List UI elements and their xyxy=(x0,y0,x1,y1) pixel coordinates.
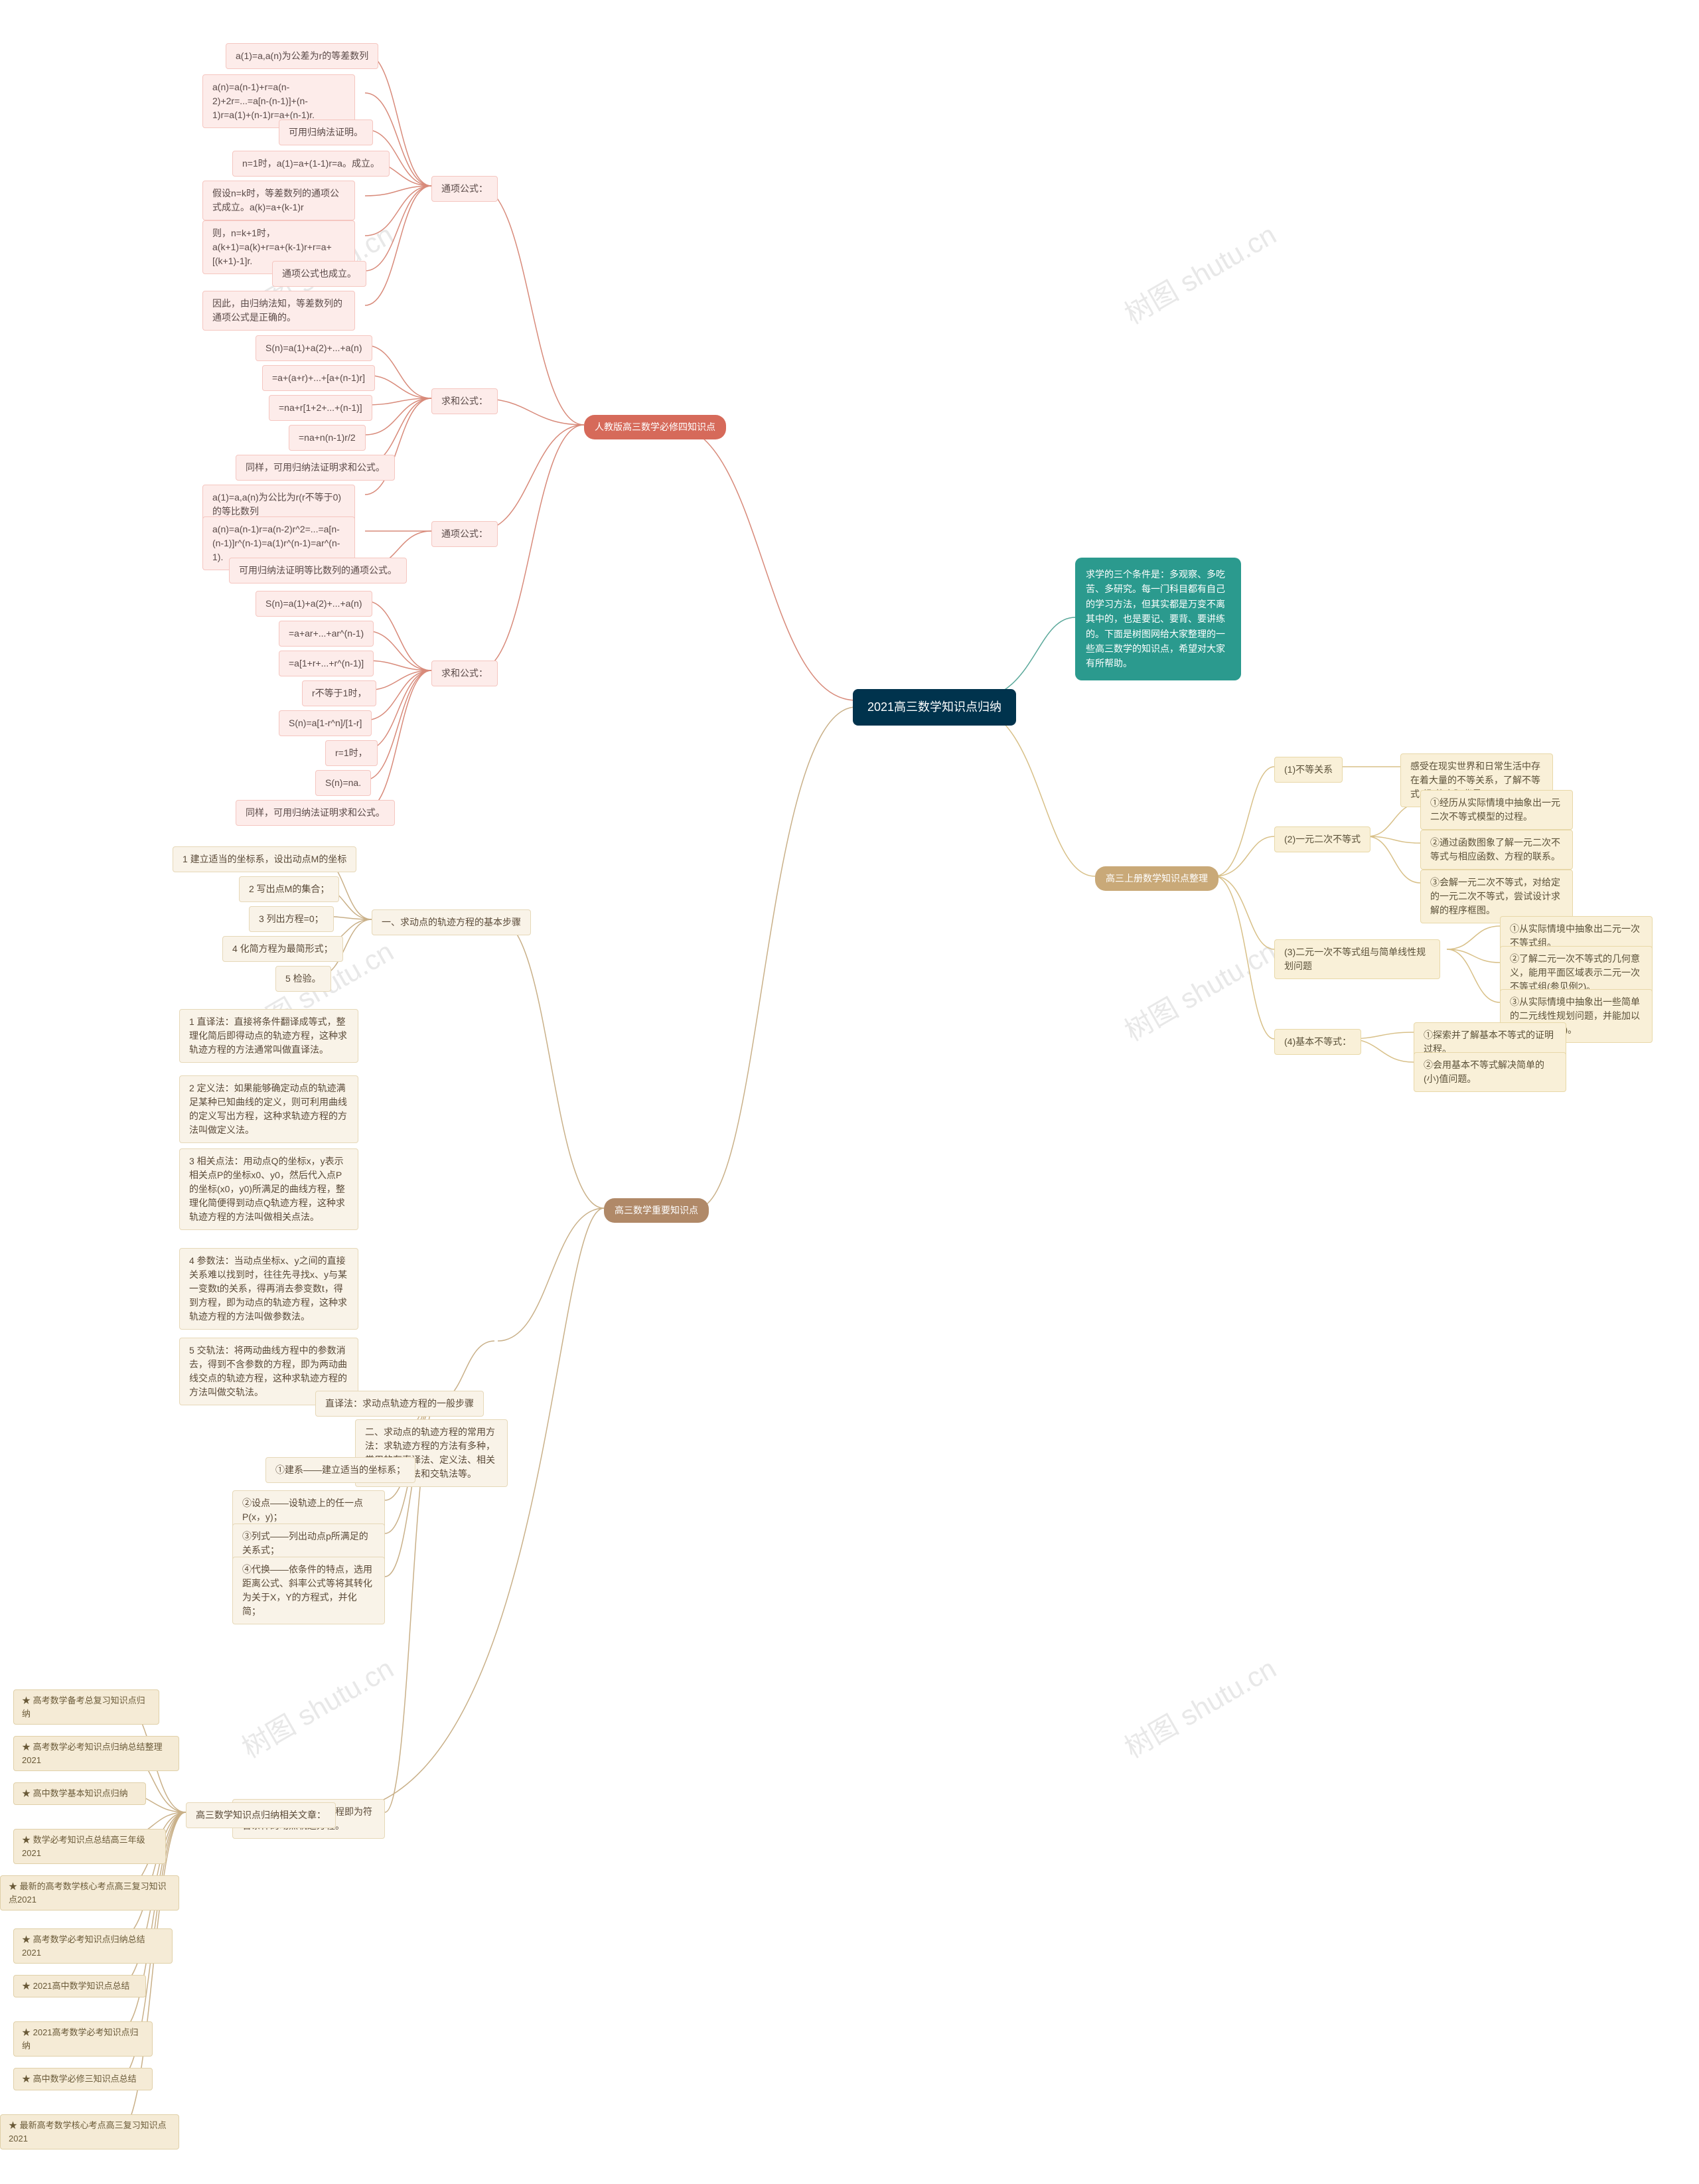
red-g2-4[interactable]: 同样，可用归纳法证明求和公式。 xyxy=(236,455,395,481)
root-label: 2021高三数学知识点归纳 xyxy=(867,700,1001,714)
gold-t3-label[interactable]: (3)二元一次不等式组与简单线性规划问题 xyxy=(1274,939,1440,979)
dz-3[interactable]: ④代换——依条件的特点，选用距离公式、斜率公式等将其转化为关于X，Y的方程式，并… xyxy=(232,1557,385,1624)
red-g4-5[interactable]: r=1时， xyxy=(325,740,378,766)
red-g2-3[interactable]: =na+n(n-1)r/2 xyxy=(289,425,366,451)
red-g1-6[interactable]: 通项公式也成立。 xyxy=(272,261,366,287)
red-g1-0[interactable]: a(1)=a,a(n)为公差为r的等差数列 xyxy=(226,43,378,69)
red-g1-4[interactable]: 假设n=k时，等差数列的通项公式成立。a(k)=a+(k-1)r xyxy=(202,181,355,220)
step-4[interactable]: 5 检验。 xyxy=(275,966,331,992)
watermark: 树图 shutu.cn xyxy=(1116,929,1283,1049)
watermark: 树图 shutu.cn xyxy=(1116,1646,1283,1766)
branch-gold[interactable]: 高三上册数学知识点整理 xyxy=(1095,866,1219,891)
watermark: 树图 shutu.cn xyxy=(234,1646,400,1766)
step-3[interactable]: 4 化简方程为最简形式； xyxy=(222,936,343,962)
watermark: 树图 shutu.cn xyxy=(1116,212,1283,332)
red-g4-6[interactable]: S(n)=na. xyxy=(315,770,371,796)
gold-t2-1[interactable]: ②通过函数图象了解一元二次不等式与相应函数、方程的联系。 xyxy=(1420,830,1573,870)
gold-t2-label[interactable]: (2)一元二次不等式 xyxy=(1274,826,1370,852)
red-g2-0[interactable]: S(n)=a(1)+a(2)+...+a(n) xyxy=(256,335,372,361)
step-2[interactable]: 3 列出方程=0； xyxy=(249,906,334,932)
red-g4-7[interactable]: 同样，可用归纳法证明求和公式。 xyxy=(236,800,395,826)
red-g4-2[interactable]: =a[1+r+...+r^(n-1)] xyxy=(279,651,374,676)
related-5[interactable]: ★ 高考数学必考知识点归纳总结2021 xyxy=(13,1928,173,1964)
related-3[interactable]: ★ 数学必考知识点总结高三年级2021 xyxy=(13,1829,166,1864)
branch-red-label: 人教版高三数学必修四知识点 xyxy=(595,422,715,432)
method-2[interactable]: 3 相关点法：用动点Q的坐标x，y表示相关点P的坐标x0、y0，然后代入点P的坐… xyxy=(179,1148,358,1230)
red-g1-7[interactable]: 因此，由归纳法知，等差数列的通项公式是正确的。 xyxy=(202,291,355,331)
related-4[interactable]: ★ 最新的高考数学核心考点高三复习知识点2021 xyxy=(0,1875,179,1911)
related-0[interactable]: ★ 高考数学备考总复习知识点归纳 xyxy=(13,1689,159,1725)
related-label[interactable]: 高三数学知识点归纳相关文章： xyxy=(186,1802,336,1828)
red-g2-1[interactable]: =a+(a+r)+...+[a+(n-1)r] xyxy=(262,365,375,391)
branch-red[interactable]: 人教版高三数学必修四知识点 xyxy=(584,415,726,439)
related-2[interactable]: ★ 高中数学基本知识点归纳 xyxy=(13,1782,146,1805)
red-g1-2[interactable]: 可用归纳法证明。 xyxy=(279,119,373,145)
steps-label[interactable]: 一、求动点的轨迹方程的基本步骤 xyxy=(372,909,531,935)
red-g3-1[interactable]: 可用归纳法证明等比数列的通项公式。 xyxy=(229,558,407,584)
method-1[interactable]: 2 定义法：如果能够确定动点的轨迹满足某种已知曲线的定义，则可利用曲线的定义写出… xyxy=(179,1075,358,1143)
gold-t2-2[interactable]: ③会解一元二次不等式，对给定的一元二次不等式，尝试设计求解的程序框图。 xyxy=(1420,870,1573,923)
red-g4-3[interactable]: r不等于1时， xyxy=(302,680,376,706)
gold-t2-0[interactable]: ①经历从实际情境中抽象出一元二次不等式模型的过程。 xyxy=(1420,790,1573,830)
related-8[interactable]: ★ 高中数学必修三知识点总结 xyxy=(13,2068,153,2090)
related-7[interactable]: ★ 2021高考数学必考知识点归纳 xyxy=(13,2021,153,2057)
gold-t4-1[interactable]: ②会用基本不等式解决简单的(小)值问题。 xyxy=(1414,1052,1566,1092)
red-g2-2[interactable]: =na+r[1+2+...+(n-1)] xyxy=(269,395,372,421)
dz-label[interactable]: 直译法：求动点轨迹方程的一般步骤 xyxy=(315,1391,484,1417)
red-g3-label[interactable]: 通项公式： xyxy=(431,521,498,547)
intro-text: 求学的三个条件是：多观察、多吃苦、多研究。每一门科目都有自己的学习方法，但其实都… xyxy=(1086,569,1225,668)
gold-t1-label[interactable]: (1)不等关系 xyxy=(1274,757,1343,783)
root-node[interactable]: 2021高三数学知识点归纳 xyxy=(853,689,1016,726)
related-9[interactable]: ★ 最新高考数学核心考点高三复习知识点2021 xyxy=(0,2114,179,2149)
method-0[interactable]: 1 直译法：直接将条件翻译成等式，整理化简后即得动点的轨迹方程，这种求轨迹方程的… xyxy=(179,1009,358,1063)
red-g4-4[interactable]: S(n)=a[1-r^n]/[1-r] xyxy=(279,710,372,736)
step-0[interactable]: 1 建立适当的坐标系，设出动点M的坐标 xyxy=(173,846,356,872)
dz-0[interactable]: ①建系——建立适当的坐标系； xyxy=(265,1457,415,1483)
branch-gold-label: 高三上册数学知识点整理 xyxy=(1106,873,1208,884)
method-3[interactable]: 4 参数法：当动点坐标x、y之间的直接关系难以找到时，往往先寻找x、y与某一变数… xyxy=(179,1248,358,1330)
step-1[interactable]: 2 写出点M的集合； xyxy=(239,876,339,902)
gold-t4-label[interactable]: (4)基本不等式： xyxy=(1274,1029,1361,1055)
red-g1-3[interactable]: n=1时，a(1)=a+(1-1)r=a。成立。 xyxy=(232,151,390,177)
red-g4-0[interactable]: S(n)=a(1)+a(2)+...+a(n) xyxy=(256,591,372,617)
related-6[interactable]: ★ 2021高中数学知识点总结 xyxy=(13,1975,146,1997)
red-g4-label[interactable]: 求和公式： xyxy=(431,661,498,686)
red-g2-label[interactable]: 求和公式： xyxy=(431,388,498,414)
branch-brown[interactable]: 高三数学重要知识点 xyxy=(604,1198,709,1223)
branch-brown-label: 高三数学重要知识点 xyxy=(615,1205,698,1215)
intro-node[interactable]: 求学的三个条件是：多观察、多吃苦、多研究。每一门科目都有自己的学习方法，但其实都… xyxy=(1075,558,1241,680)
red-g4-1[interactable]: =a+ar+...+ar^(n-1) xyxy=(279,621,374,647)
red-g1-label[interactable]: 通项公式： xyxy=(431,176,498,202)
related-1[interactable]: ★ 高考数学必考知识点归纳总结整理2021 xyxy=(13,1736,179,1771)
